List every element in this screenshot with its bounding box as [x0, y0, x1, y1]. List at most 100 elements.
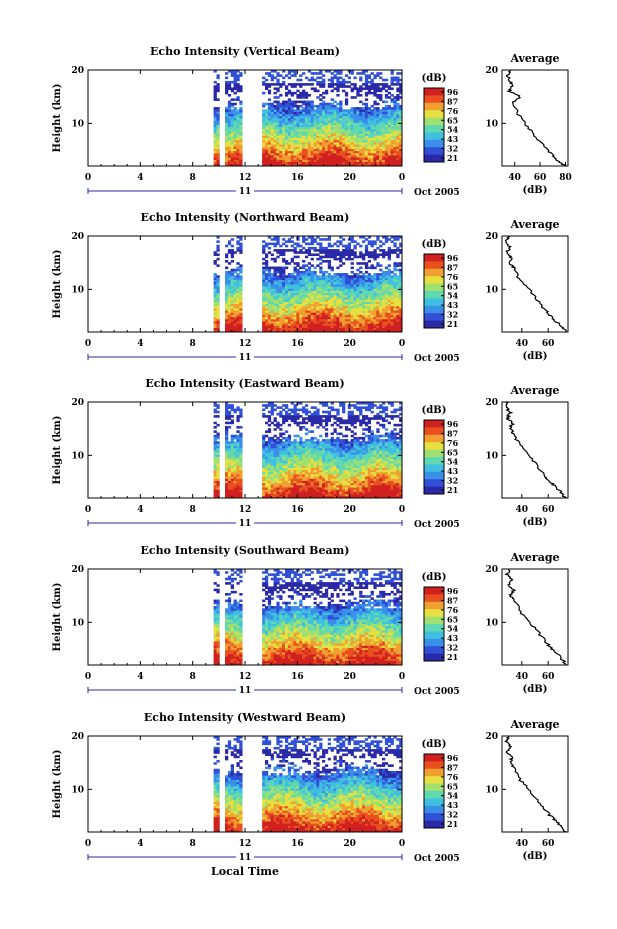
heatmap-cell [362, 137, 366, 141]
heatmap-cell [370, 124, 374, 128]
heatmap-cell [296, 290, 300, 294]
heatmap-cell [290, 91, 294, 95]
heatmap-cell [347, 325, 352, 329]
heatmap-cell [213, 150, 217, 154]
heatmap-cell [213, 303, 217, 307]
colorbar-tick-label: 96 [447, 253, 459, 263]
heatmap-cell [350, 275, 354, 278]
heatmap-cell [302, 454, 306, 457]
heatmap-cell [364, 318, 369, 322]
heatmap-cell [322, 246, 326, 250]
heatmap-cell [333, 70, 337, 73]
heatmap-cell [267, 120, 272, 123]
heatmap-cell [304, 303, 309, 307]
heatmap-cell [296, 284, 300, 287]
heatmap-cell [350, 150, 354, 154]
heatmap-cell [342, 281, 346, 285]
heatmap-cell [282, 128, 286, 132]
heatmap-cell [342, 133, 346, 136]
heatmap-cell [359, 135, 363, 139]
heatmap-cell [233, 454, 237, 457]
heatmap-cell [319, 286, 323, 289]
heatmap-cell [262, 491, 266, 495]
heatmap-cell [364, 262, 369, 265]
heatmap-cell [390, 297, 394, 300]
heatmap-cell [273, 321, 277, 324]
heatmap-cell [225, 441, 229, 444]
heatmap-cell [302, 264, 306, 267]
heatmap-cell [264, 318, 269, 322]
heatmap-cell [322, 157, 326, 160]
heatmap-cell [227, 443, 232, 447]
heatmap-cell [230, 474, 234, 477]
heatmap-cell [236, 305, 240, 309]
heatmap-cell [227, 294, 232, 298]
heatmap-cell [362, 111, 366, 115]
heatmap-cell [276, 113, 280, 117]
heatmap-cell [347, 76, 352, 80]
heatmap-cell [282, 118, 286, 121]
heatmap-cell [310, 150, 314, 154]
heatmap-cell [376, 155, 380, 158]
heatmap-cell [296, 321, 300, 324]
heatmap-cell [396, 163, 400, 167]
heatmap-cell [333, 301, 337, 305]
heatmap-cell [307, 251, 312, 254]
heatmap-cell [327, 244, 332, 248]
heatmap-cell [399, 91, 403, 95]
heatmap-cell [313, 159, 317, 163]
heatmap-cell [387, 277, 391, 281]
heatmap-cell [330, 325, 334, 329]
heatmap-cell [350, 323, 354, 326]
heatmap-cell [216, 109, 220, 112]
heatmap-cell [296, 244, 300, 248]
heatmap-cell [213, 128, 217, 132]
heatmap-cell [353, 76, 357, 80]
heatmap-cell [276, 474, 280, 477]
heatmap-cell [230, 325, 234, 329]
heatmap-cell [276, 131, 280, 134]
heatmap-cell [393, 303, 397, 307]
heatmap-cell [339, 155, 343, 158]
heatmap-cell [342, 80, 346, 84]
heatmap-cell [287, 308, 292, 311]
heatmap-cell [356, 301, 360, 305]
heatmap-cell [336, 87, 340, 91]
heatmap-cell [213, 144, 217, 147]
heatmap-cell [302, 144, 306, 147]
heatmap-cell [282, 474, 286, 477]
heatmap-cell [307, 327, 312, 331]
heatmap-cell [336, 161, 340, 165]
heatmap-cell [373, 325, 377, 329]
heatmap-cell [227, 111, 232, 115]
heatmap-cell [319, 113, 323, 117]
heatmap-cell [384, 316, 389, 320]
heatmap-cell [267, 415, 272, 418]
heatmap-cell [350, 312, 354, 315]
heatmap-cell [287, 284, 292, 287]
heatmap-cell [273, 308, 277, 311]
colorbar-segment [424, 110, 444, 113]
heatmap-cell [216, 303, 220, 307]
heatmap-cell [342, 323, 346, 326]
heatmap-cell [299, 128, 303, 132]
heatmap-cell [296, 155, 300, 158]
heatmap-cell [290, 275, 294, 278]
colorbar-segment [424, 113, 444, 117]
heatmap-cell [373, 316, 377, 320]
heatmap-cell [379, 111, 383, 115]
heatmap-cell [276, 104, 280, 108]
heatmap-cell [216, 249, 220, 252]
heatmap-cell [225, 454, 229, 457]
heatmap-cell [302, 419, 306, 423]
heatmap-cell [227, 139, 232, 143]
heatmap-cell [307, 275, 312, 278]
heatmap-cell [225, 478, 229, 481]
heatmap-cell [356, 146, 360, 149]
heatmap-cell [382, 255, 386, 259]
heatmap-cell [299, 251, 303, 254]
heatmap-cell [393, 157, 397, 160]
heatmap-cell [287, 152, 292, 156]
heatmap-cell [387, 246, 391, 250]
heatmap-cell [356, 148, 360, 152]
